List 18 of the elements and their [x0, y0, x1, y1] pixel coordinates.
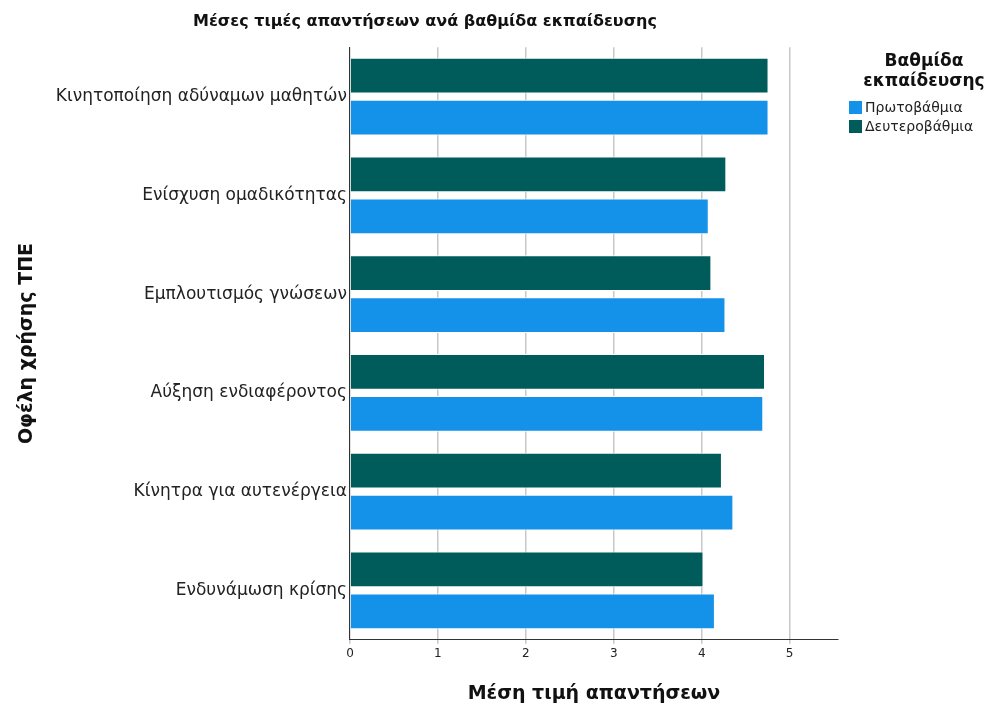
x-tick-label: 0	[346, 646, 354, 661]
y-tick-label: Κίνητρα για αυτενέργεια	[133, 480, 347, 501]
y-tick-label: Ενδυνάμωση κρίσης	[175, 578, 347, 599]
legend-title: Βαθμίδα εκπαίδευσης	[862, 50, 986, 90]
y-axis-title: Οφέλη χρήσης ΤΠΕ	[14, 242, 37, 445]
y-tick-label: Εμπλουτισμός γνώσεων	[144, 282, 347, 303]
y-tick-label: Αύξηση ενδιαφέροντος	[150, 381, 347, 402]
y-tick-label: Κινητοποίηση αδύναμων μαθητών	[55, 85, 347, 106]
x-tick-label: 4	[697, 646, 706, 661]
chart-title: Μέσες τιμές απαντήσεων ανά βαθμίδα εκπαίδευσης	[193, 10, 657, 30]
x-tick-label: 3	[609, 646, 618, 661]
x-axis-title: Μέση τιμή απαντήσεων	[467, 680, 721, 703]
x-tick-label: 1	[434, 646, 442, 661]
x-tick-label: 2	[522, 646, 530, 661]
y-tick-label: Ενίσχυση ομαδικότητας	[142, 183, 347, 204]
legend-label: Πρωτοβάθμια	[865, 98, 963, 117]
x-tick-label: 5	[785, 646, 794, 661]
legend-label: Δευτεροβάθμια	[865, 117, 974, 136]
